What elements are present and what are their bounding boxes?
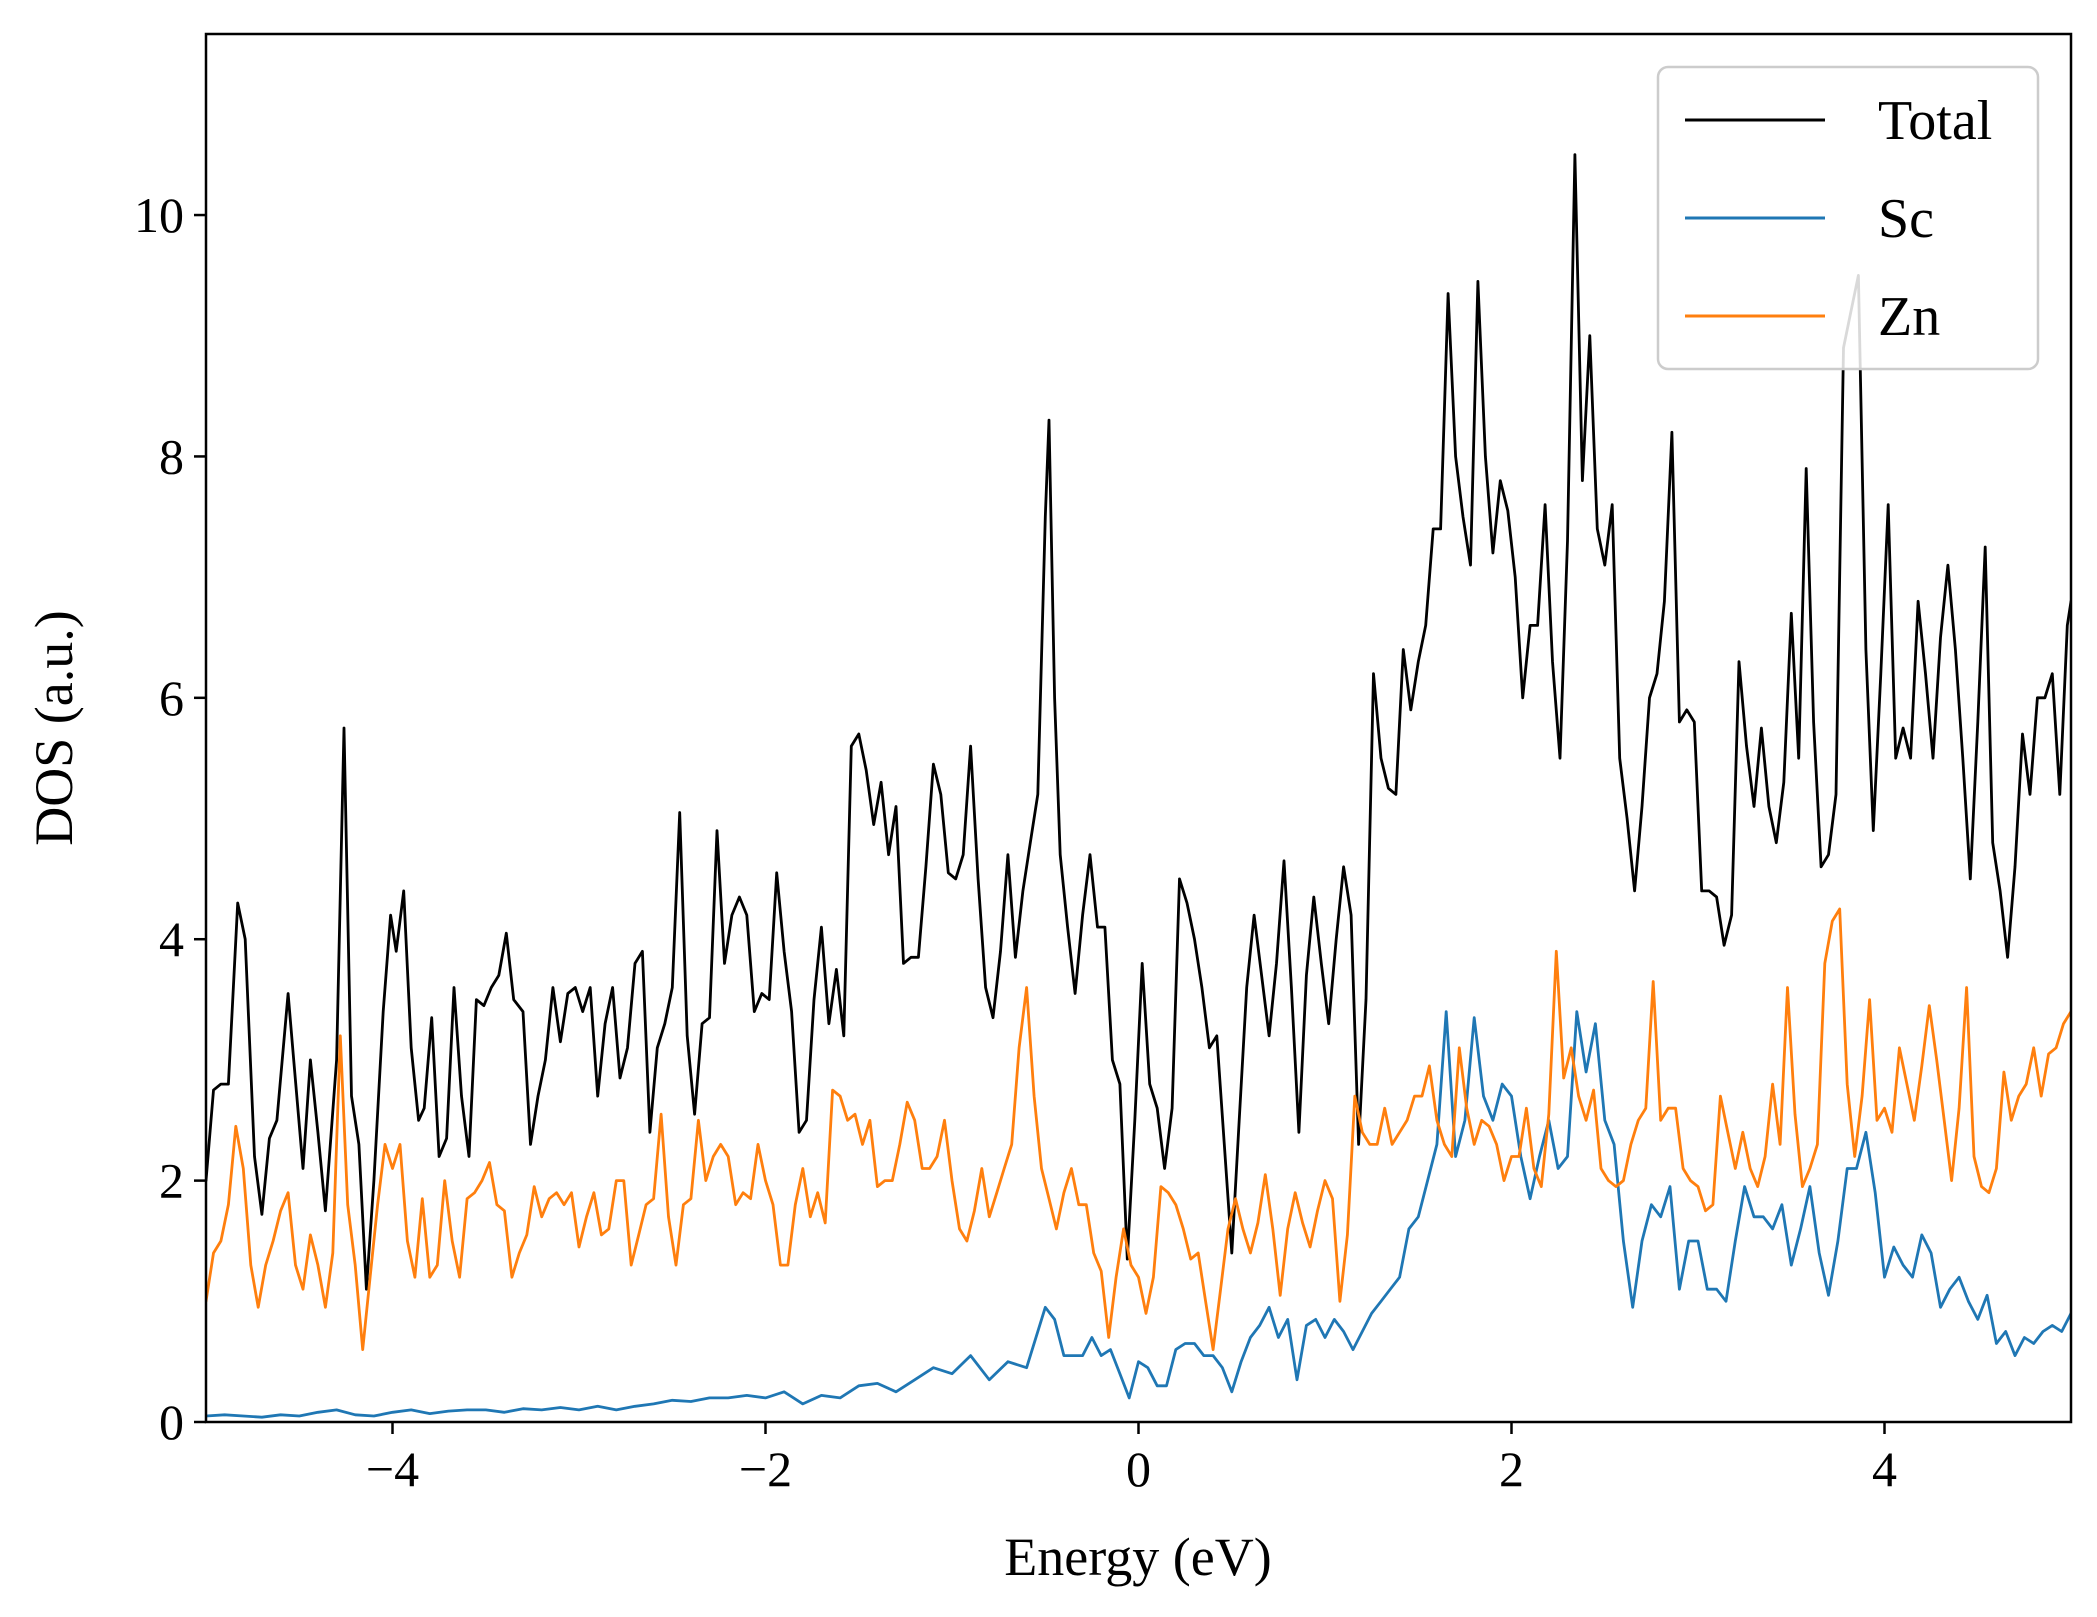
x-tick-label: −4 xyxy=(366,1441,419,1497)
series-line-sc xyxy=(206,1010,2071,1419)
series-line-total xyxy=(206,153,2071,1291)
series-line-zn xyxy=(206,907,2071,1351)
y-tick-label: 2 xyxy=(159,1153,184,1209)
y-tick-label: 4 xyxy=(159,911,184,967)
x-axis-title: Energy (eV) xyxy=(1004,1527,1271,1587)
legend: Total Sc Zn xyxy=(1656,65,2040,371)
x-axis: −4 −2 0 2 4 xyxy=(366,1422,1897,1497)
y-axis: 0 2 4 6 8 10 xyxy=(134,187,206,1450)
y-tick-label: 8 xyxy=(159,428,184,484)
legend-label-zn: Zn xyxy=(1878,286,1940,348)
y-tick-label: 6 xyxy=(159,670,184,726)
x-tick-label: 2 xyxy=(1499,1441,1524,1497)
legend-box xyxy=(1656,65,2040,371)
x-tick-label: −2 xyxy=(739,1441,792,1497)
x-tick-label: 0 xyxy=(1126,1441,1151,1497)
legend-label-total: Total xyxy=(1878,90,1992,152)
y-tick-label: 0 xyxy=(159,1394,184,1450)
x-tick-label: 4 xyxy=(1872,1441,1897,1497)
legend-label-sc: Sc xyxy=(1878,188,1934,250)
y-axis-title: DOS (a.u.) xyxy=(24,610,84,845)
series-layer xyxy=(206,153,2071,1419)
y-tick-label: 10 xyxy=(134,187,184,243)
